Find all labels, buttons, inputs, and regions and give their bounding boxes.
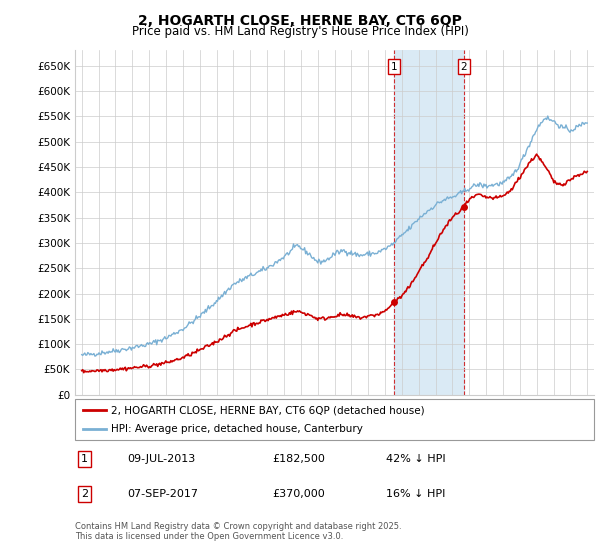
Text: 09-JUL-2013: 09-JUL-2013 xyxy=(127,454,195,464)
Text: Price paid vs. HM Land Registry's House Price Index (HPI): Price paid vs. HM Land Registry's House … xyxy=(131,25,469,38)
Text: 16% ↓ HPI: 16% ↓ HPI xyxy=(386,489,446,499)
Text: 1: 1 xyxy=(391,62,397,72)
Text: 2, HOGARTH CLOSE, HERNE BAY, CT6 6QP: 2, HOGARTH CLOSE, HERNE BAY, CT6 6QP xyxy=(138,14,462,28)
Text: Contains HM Land Registry data © Crown copyright and database right 2025.
This d: Contains HM Land Registry data © Crown c… xyxy=(75,522,401,542)
Text: 2, HOGARTH CLOSE, HERNE BAY, CT6 6QP (detached house): 2, HOGARTH CLOSE, HERNE BAY, CT6 6QP (de… xyxy=(112,405,425,415)
Text: £370,000: £370,000 xyxy=(272,489,325,499)
Text: 07-SEP-2017: 07-SEP-2017 xyxy=(127,489,198,499)
Text: 42% ↓ HPI: 42% ↓ HPI xyxy=(386,454,446,464)
Text: 2: 2 xyxy=(461,62,467,72)
Text: 1: 1 xyxy=(81,454,88,464)
Text: 2: 2 xyxy=(81,489,88,499)
Text: HPI: Average price, detached house, Canterbury: HPI: Average price, detached house, Cant… xyxy=(112,424,363,433)
Text: £182,500: £182,500 xyxy=(272,454,325,464)
